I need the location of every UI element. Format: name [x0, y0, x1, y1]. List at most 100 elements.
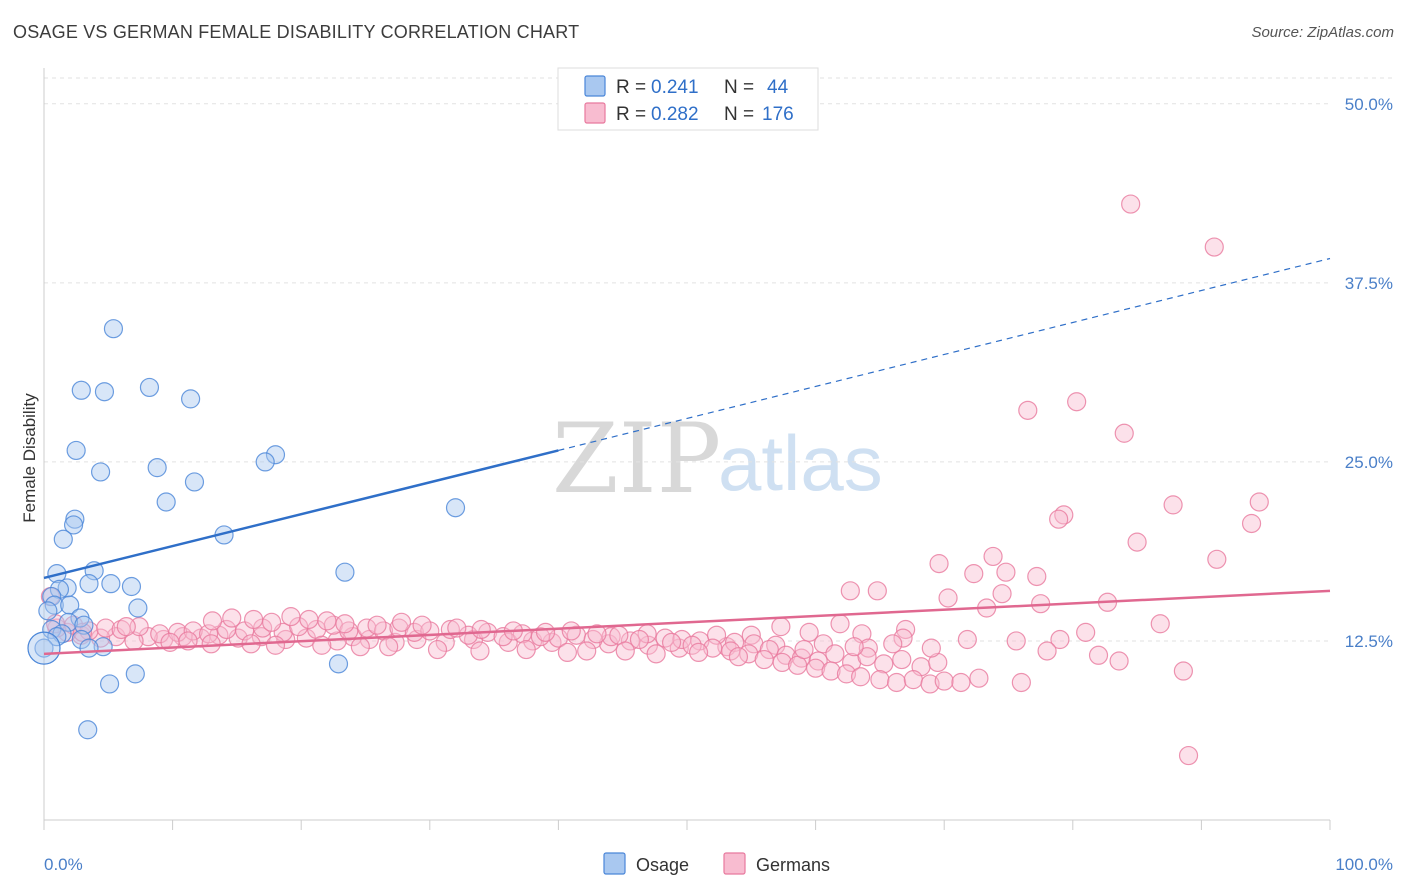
point-germans-44 — [498, 632, 518, 652]
point-germans-138 — [629, 629, 650, 650]
series-legend: Osage Germans — [603, 852, 830, 875]
y-axis-title: Female Disability — [20, 393, 39, 523]
point-germans-166 — [116, 617, 136, 637]
point-germans-19 — [992, 584, 1012, 604]
point-germans-120 — [202, 611, 223, 631]
point-germans-123 — [262, 612, 282, 632]
point-germans-174 — [379, 637, 399, 657]
axes — [43, 68, 1331, 830]
point-germans-5 — [1249, 492, 1269, 512]
point-osage-31 — [58, 612, 79, 632]
point-germans-18 — [867, 581, 887, 601]
point-germans-158 — [1011, 672, 1031, 693]
watermark-zip: ZIP — [552, 403, 721, 515]
point-osage-35 — [47, 627, 67, 647]
point-germans-148 — [821, 661, 841, 681]
point-germans-154 — [920, 674, 940, 694]
point-germans-34 — [1050, 629, 1070, 650]
point-germans-171 — [265, 635, 286, 655]
point-germans-13 — [1207, 549, 1227, 569]
y-tick-labels: 12.5% 25.0% 37.5% 50.0% — [1345, 95, 1393, 651]
point-germans-186 — [883, 634, 903, 654]
point-germans-76 — [183, 621, 203, 641]
point-osage-43 — [78, 720, 98, 740]
point-germans-156 — [951, 672, 971, 693]
point-germans-145 — [772, 652, 792, 673]
point-germans-29 — [1076, 622, 1096, 642]
legend-n-label-osage: N = — [724, 77, 754, 98]
watermark: ZIP atlas — [552, 403, 883, 515]
point-germans-173 — [350, 637, 370, 657]
point-germans-2 — [1067, 392, 1087, 412]
trend-line-germans — [43, 589, 1331, 656]
legend-r-label-germans: R = — [616, 104, 646, 125]
point-osage-edge-large — [27, 631, 61, 665]
legend-r-value-germans: 0.282 — [651, 104, 699, 125]
point-germans-140 — [682, 635, 702, 655]
legend-swatch-osage — [584, 75, 606, 97]
point-osage-13 — [65, 509, 85, 529]
point-osage-10 — [184, 472, 205, 492]
point-osage-7 — [255, 452, 275, 472]
point-germans-136 — [587, 624, 607, 644]
point-germans-179 — [577, 641, 597, 661]
point-germans-176 — [470, 641, 490, 661]
point-germans-181 — [646, 644, 666, 664]
point-germans-159 — [1037, 641, 1057, 661]
point-germans-175 — [427, 639, 448, 660]
point-germans-6 — [1163, 495, 1183, 515]
point-germans-8 — [1049, 509, 1069, 529]
point-germans-169 — [201, 634, 221, 654]
point-germans-121 — [222, 608, 242, 628]
point-germans-0 — [1121, 194, 1141, 214]
point-germans-161 — [1109, 651, 1129, 671]
point-germans-134 — [535, 622, 556, 642]
x-tick-label-max: 100.0% — [1335, 855, 1393, 874]
point-germans-25 — [771, 617, 791, 637]
trend-line-osage — [43, 449, 559, 580]
point-osage-32 — [74, 615, 94, 635]
point-osage-34 — [52, 624, 72, 644]
point-germans-160 — [1088, 645, 1109, 665]
point-germans-125 — [299, 609, 319, 630]
point-germans-187 — [921, 638, 941, 658]
point-germans-164 — [1178, 745, 1199, 766]
point-osage-14 — [63, 515, 84, 535]
y-tick-label-2: 37.5% — [1345, 274, 1393, 293]
point-germans-132 — [471, 619, 491, 640]
point-germans-130 — [412, 615, 432, 635]
point-germans-151 — [870, 670, 890, 690]
point-germans-113 — [825, 644, 845, 664]
trend-line-osage-extension — [558, 257, 1331, 452]
point-germans-184 — [794, 639, 814, 660]
point-germans-10 — [1127, 532, 1147, 552]
point-osage-12 — [445, 498, 466, 518]
y-tick-label-3: 50.0% — [1345, 95, 1393, 114]
point-osage-4 — [181, 389, 201, 409]
series-legend-label-germans: Germans — [756, 855, 830, 875]
data-points — [27, 194, 1269, 766]
point-osage-39 — [79, 638, 99, 658]
legend-n-value-osage: 44 — [767, 77, 789, 98]
point-germans-157 — [969, 668, 989, 688]
legend-n-label-germans: N = — [724, 104, 754, 125]
point-germans-12 — [929, 554, 949, 574]
point-germans-182 — [688, 642, 709, 663]
point-germans-126 — [317, 611, 337, 631]
point-osage-16 — [53, 529, 73, 549]
point-germans-129 — [391, 612, 412, 632]
point-germans-71 — [96, 618, 116, 638]
point-osage-28 — [128, 598, 148, 618]
point-germans-109 — [759, 639, 779, 660]
point-germans-28 — [799, 622, 819, 642]
point-germans-17 — [840, 581, 860, 601]
point-osage-27 — [60, 595, 80, 615]
point-germans-33 — [1006, 631, 1026, 651]
series-legend-swatch-germans — [723, 852, 746, 875]
legend-n-value-germans: 176 — [762, 104, 794, 125]
point-germans-185 — [844, 637, 864, 657]
y-tick-label-1: 25.0% — [1345, 453, 1393, 472]
watermark-atlas: atlas — [718, 419, 883, 507]
point-germans-147 — [805, 658, 826, 678]
